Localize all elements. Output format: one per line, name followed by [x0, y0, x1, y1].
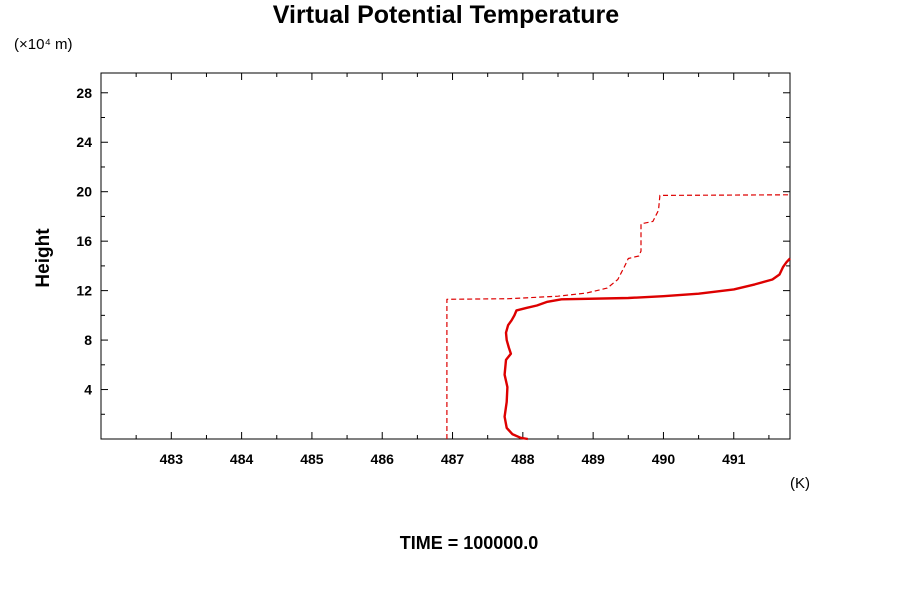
x-tick-label: 484 [230, 451, 254, 467]
plot-area: 483 484 485 486 487 488 489 490 491 4 8 12 16 20 24 28 [76, 72, 791, 467]
x-tick-label: 491 [722, 451, 746, 467]
plot-frame [100, 72, 791, 440]
y-tick-label: 4 [84, 382, 92, 398]
y-tick-label: 8 [84, 332, 92, 348]
x-tick-label: 490 [652, 451, 676, 467]
x-unit-label: (K) [790, 475, 810, 492]
time-label: TIME = 100000.0 [400, 533, 539, 553]
x-tick-label: 486 [371, 451, 395, 467]
x-tick-label: 489 [581, 451, 605, 467]
y-tick-label: 20 [76, 184, 92, 200]
y-tick-label: 24 [76, 134, 92, 150]
y-tick-label: 16 [76, 233, 92, 249]
y-unit-label: (×10⁴ m) [14, 36, 73, 53]
solid-series-line [503, 257, 791, 441]
x-tick-label: 485 [300, 451, 324, 467]
y-tick-label: 12 [76, 283, 92, 299]
chart-title: Virtual Potential Temperature [273, 1, 619, 29]
y-axis-label: Height [33, 228, 54, 288]
x-tick-label: 488 [511, 451, 535, 467]
x-tick-label: 487 [441, 451, 465, 467]
dashed-series-line [446, 194, 791, 439]
y-tick-label: 28 [76, 85, 92, 101]
x-tick-label: 483 [160, 451, 184, 467]
